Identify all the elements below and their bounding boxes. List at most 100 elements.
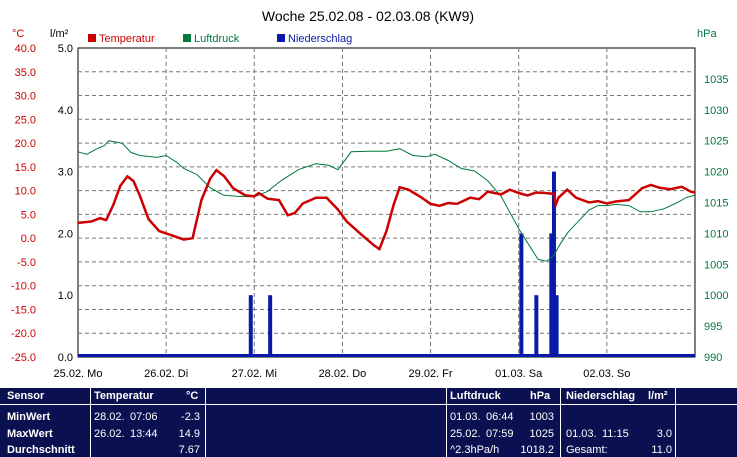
legend-pressure-swatch bbox=[183, 34, 191, 42]
temp-tick-label: 35.0 bbox=[15, 67, 36, 79]
x-tick-label: 26.02. Di bbox=[144, 368, 188, 380]
precip-axis-ticks: 5.0 4.0 3.0 2.0 1.0 0.0 bbox=[58, 43, 73, 364]
stats-divider-v bbox=[560, 388, 561, 457]
stats-cell: 14.9 bbox=[178, 428, 200, 440]
weather-chart: 40.0 35.0 30.0 25.0 20.0 15.0 10.0 5.0 0.0 -5.0 -1… bbox=[11, 8, 729, 380]
x-tick-label: 27.02. Mi bbox=[232, 368, 277, 380]
stats-divider-h bbox=[0, 404, 737, 405]
stats-divider-v bbox=[90, 388, 91, 457]
stats-panel: Sensor Temperatur °C Luftdruck hPa Niede… bbox=[0, 388, 737, 457]
x-tick-label: 25.02. Mo bbox=[54, 368, 103, 380]
precip-tick-label: 0.0 bbox=[58, 352, 73, 364]
temp-tick-label: -15.0 bbox=[11, 304, 36, 316]
pressure-tick-label: 1000 bbox=[704, 290, 728, 302]
precip-bar bbox=[519, 233, 524, 357]
stats-header-temp-unit: °C bbox=[186, 390, 199, 402]
temp-axis-ticks: 40.0 35.0 30.0 25.0 20.0 15.0 10.0 5.0 0.0 -5.0 -1… bbox=[11, 43, 36, 364]
pressure-tick-label: 1035 bbox=[704, 74, 728, 86]
precip-bar bbox=[551, 171, 556, 357]
stats-row-label: MinWert bbox=[7, 411, 51, 423]
legend-precip-label: Niederschlag bbox=[288, 33, 352, 45]
stats-cell: 07:59 bbox=[486, 428, 514, 440]
temp-tick-label: 25.0 bbox=[15, 114, 36, 126]
stats-header-sensor: Sensor bbox=[7, 390, 45, 402]
stats-cell: 3.0 bbox=[656, 428, 672, 440]
temp-tick-label: 40.0 bbox=[15, 43, 36, 55]
temp-tick-label: 0.0 bbox=[21, 233, 36, 245]
x-tick-label: 01.03. Sa bbox=[495, 368, 543, 380]
stats-cell: ^2.3hPa/h bbox=[450, 444, 500, 456]
temperature-line bbox=[77, 168, 696, 252]
stats-cell: 26.02. bbox=[94, 428, 125, 440]
pressure-line bbox=[77, 140, 696, 262]
precip-tick-label: 4.0 bbox=[58, 105, 73, 117]
temp-unit-label: °C bbox=[12, 28, 24, 40]
stats-cell: 07:06 bbox=[130, 411, 158, 423]
stats-header-precip-unit: l/m² bbox=[648, 390, 668, 402]
stats-cell: 13:44 bbox=[130, 428, 158, 440]
pressure-tick-label: 990 bbox=[704, 352, 722, 364]
precip-bars bbox=[78, 171, 695, 357]
legend-temp-label: Temperatur bbox=[99, 33, 155, 45]
x-axis-ticks: 25.02. Mo 26.02. Di 27.02. Mi 28.02. Do 29.0… bbox=[54, 368, 631, 380]
legend-temp-swatch bbox=[88, 34, 96, 42]
temp-tick-label: 30.0 bbox=[15, 91, 36, 103]
x-tick-label: 02.03. So bbox=[583, 368, 630, 380]
stats-cell: 01.03. bbox=[450, 411, 481, 423]
stats-header-pressure: Luftdruck bbox=[450, 390, 501, 402]
stats-cell: 25.02. bbox=[450, 428, 481, 440]
pressure-tick-label: 1015 bbox=[704, 198, 728, 210]
stats-divider-v bbox=[446, 388, 447, 457]
stats-row-label: Durchschnitt bbox=[7, 444, 75, 456]
stats-row-label: MaxWert bbox=[7, 428, 53, 440]
legend-precip-swatch bbox=[277, 34, 285, 42]
precip-bar bbox=[549, 233, 554, 357]
pressure-tick-label: 1030 bbox=[704, 105, 728, 117]
temp-tick-label: 15.0 bbox=[15, 162, 36, 174]
temp-tick-label: 20.0 bbox=[15, 138, 36, 150]
stats-cell: 01.03. bbox=[566, 428, 597, 440]
stats-divider-v bbox=[205, 388, 206, 457]
stats-cell: 1003 bbox=[529, 411, 554, 423]
legend-pressure-label: Luftdruck bbox=[194, 33, 240, 45]
x-tick-label: 29.02. Fr bbox=[409, 368, 453, 380]
stats-header-precip: Niederschlag bbox=[566, 390, 636, 402]
pressure-axis-ticks: 1035 1030 1025 1020 1015 1010 1005 1000 995 990 bbox=[704, 74, 728, 364]
temp-tick-label: 10.0 bbox=[15, 186, 36, 198]
precip-bar bbox=[248, 295, 253, 357]
pressure-tick-label: 1005 bbox=[704, 259, 728, 271]
precip-tick-label: 1.0 bbox=[58, 290, 73, 302]
stats-cell: -2.3 bbox=[181, 411, 200, 423]
temp-tick-label: -10.0 bbox=[11, 281, 36, 293]
precip-tick-label: 3.0 bbox=[58, 167, 73, 179]
stats-cell: Gesamt: bbox=[566, 444, 608, 456]
precip-tick-label: 2.0 bbox=[58, 228, 73, 240]
x-tick-label: 28.02. Do bbox=[319, 368, 367, 380]
precip-bar bbox=[268, 295, 273, 357]
precip-unit-label: l/m² bbox=[50, 28, 69, 40]
stats-cell: 1018.2 bbox=[520, 444, 554, 456]
pressure-unit-label: hPa bbox=[697, 28, 717, 40]
temp-tick-label: -25.0 bbox=[11, 352, 36, 364]
pressure-tick-label: 1010 bbox=[704, 228, 728, 240]
pressure-tick-label: 995 bbox=[704, 321, 722, 333]
stats-header-temp: Temperatur bbox=[94, 390, 154, 402]
pressure-tick-label: 1025 bbox=[704, 136, 728, 148]
pressure-tick-label: 1020 bbox=[704, 167, 728, 179]
temp-tick-label: 5.0 bbox=[21, 209, 36, 221]
precip-bar bbox=[554, 295, 559, 357]
precip-tick-label: 5.0 bbox=[58, 43, 73, 55]
precip-bar bbox=[534, 295, 539, 357]
grid-lines bbox=[78, 48, 695, 357]
stats-cell: 28.02. bbox=[94, 411, 125, 423]
stats-cell: 7.67 bbox=[178, 444, 200, 456]
temp-tick-label: -5.0 bbox=[17, 257, 36, 269]
stats-cell: 11.0 bbox=[651, 444, 672, 456]
stats-cell: 1025 bbox=[529, 428, 554, 440]
temp-tick-label: -20.0 bbox=[11, 328, 36, 340]
stats-cell: 11:15 bbox=[602, 428, 629, 440]
stats-divider-v bbox=[675, 388, 676, 457]
stats-header-pressure-unit: hPa bbox=[530, 390, 551, 402]
stats-cell: 06:44 bbox=[486, 411, 514, 423]
chart-title: Woche 25.02.08 - 02.03.08 (KW9) bbox=[262, 8, 474, 24]
